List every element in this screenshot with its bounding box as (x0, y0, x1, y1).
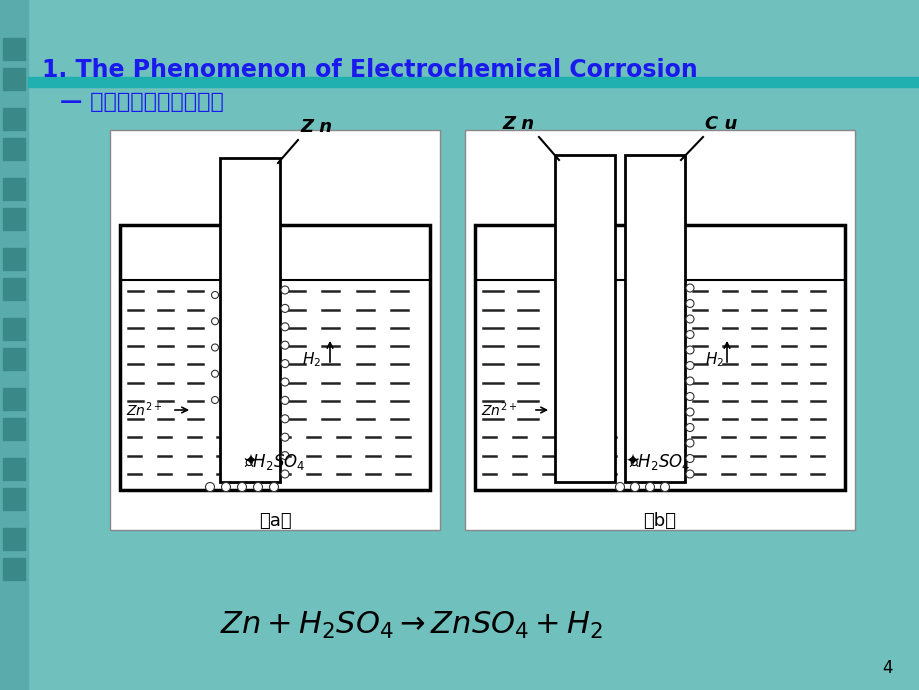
Circle shape (630, 482, 639, 491)
Circle shape (254, 482, 262, 491)
Circle shape (205, 482, 214, 491)
Text: 稀$H_2SO_4$: 稀$H_2SO_4$ (629, 452, 690, 472)
Circle shape (686, 408, 693, 416)
Circle shape (686, 377, 693, 385)
Circle shape (615, 482, 624, 491)
Text: Z n: Z n (300, 118, 332, 136)
Bar (3, 208, 25, 230)
Bar (3, 558, 25, 580)
Circle shape (280, 304, 289, 313)
Text: 4: 4 (882, 659, 892, 677)
Bar (3, 108, 25, 130)
Circle shape (686, 470, 693, 478)
Bar (3, 528, 25, 550)
Text: $H_2$: $H_2$ (301, 351, 321, 369)
Circle shape (280, 359, 289, 368)
Circle shape (280, 341, 289, 349)
Bar (3, 138, 25, 160)
Bar (0, 0, 28, 690)
Bar (3, 348, 25, 370)
Circle shape (211, 397, 219, 404)
Circle shape (280, 396, 289, 404)
Circle shape (686, 393, 693, 400)
Circle shape (211, 291, 219, 299)
Text: ✦: ✦ (624, 453, 638, 471)
Bar (474, 225, 844, 490)
Circle shape (686, 424, 693, 431)
Circle shape (280, 323, 289, 331)
Circle shape (686, 284, 693, 292)
Circle shape (280, 433, 289, 441)
Circle shape (645, 482, 653, 491)
Bar (3, 388, 25, 410)
Bar (3, 458, 25, 480)
Circle shape (686, 331, 693, 339)
Text: C u: C u (704, 115, 736, 133)
Bar (3, 178, 25, 200)
Circle shape (660, 482, 669, 491)
Bar (3, 318, 25, 340)
Text: $Zn^{2+}$: $Zn^{2+}$ (481, 401, 516, 420)
Text: Z n: Z n (503, 115, 535, 133)
Bar (119, 225, 429, 490)
Bar (464, 130, 854, 530)
Circle shape (280, 470, 289, 478)
Text: — 金属的电化学腐蚀现象: — 金属的电化学腐蚀现象 (60, 92, 223, 112)
Bar (3, 278, 25, 300)
Text: 稀$H_2SO_4$: 稀$H_2SO_4$ (244, 452, 305, 472)
Circle shape (686, 455, 693, 462)
Bar (3, 418, 25, 440)
Circle shape (686, 315, 693, 323)
Bar (220, 158, 279, 482)
Circle shape (686, 299, 693, 308)
Circle shape (280, 415, 289, 423)
Text: $Zn + H_2SO_4 \rightarrow ZnSO_4 + H_2$: $Zn + H_2SO_4 \rightarrow ZnSO_4 + H_2$ (220, 609, 602, 640)
Text: （b）: （b） (642, 512, 675, 530)
Circle shape (280, 451, 289, 460)
Bar (624, 155, 685, 482)
Circle shape (280, 286, 289, 294)
Bar (554, 155, 614, 482)
Bar (110, 130, 439, 530)
Bar (3, 488, 25, 510)
Circle shape (686, 346, 693, 354)
Bar (3, 38, 25, 60)
Text: ✦: ✦ (243, 453, 256, 471)
Circle shape (686, 439, 693, 447)
Text: 1. The Phenomenon of Electrochemical Corrosion: 1. The Phenomenon of Electrochemical Cor… (42, 58, 697, 82)
Circle shape (211, 371, 219, 377)
Circle shape (237, 482, 246, 491)
Text: $Zn^{2+}$: $Zn^{2+}$ (126, 401, 162, 420)
Text: （a）: （a） (258, 512, 291, 530)
Circle shape (269, 482, 278, 491)
Circle shape (211, 344, 219, 351)
Bar (3, 68, 25, 90)
Circle shape (280, 378, 289, 386)
Bar (28, 77, 919, 87)
Circle shape (221, 482, 231, 491)
Circle shape (211, 318, 219, 325)
Bar (3, 248, 25, 270)
Text: $H_2$: $H_2$ (704, 351, 723, 369)
Circle shape (686, 362, 693, 370)
